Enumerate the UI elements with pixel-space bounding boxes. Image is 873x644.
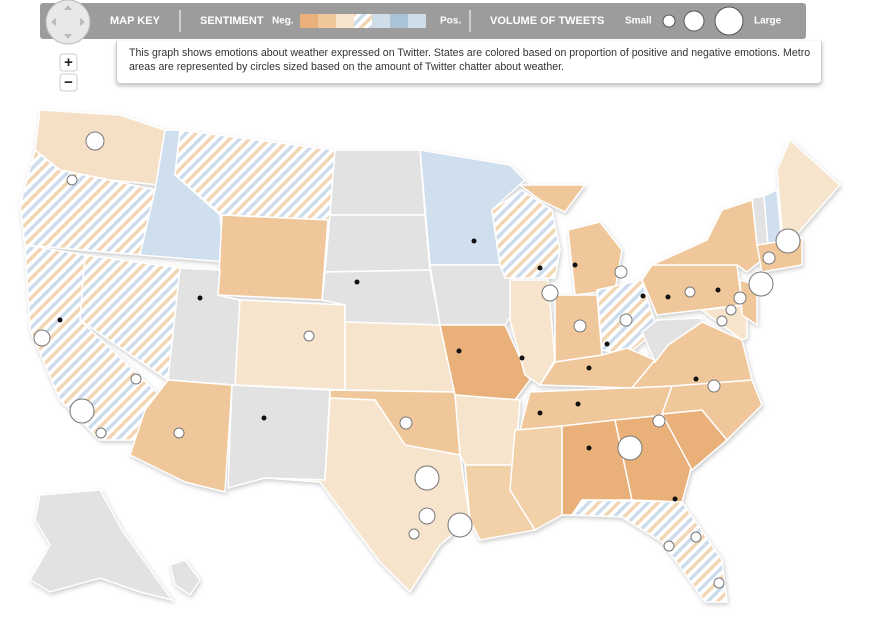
metro-circle[interactable] (408, 528, 420, 540)
state[interactable] (227, 384, 331, 489)
metro-dot[interactable] (572, 262, 578, 268)
metro-circle[interactable] (69, 398, 95, 424)
metro-circle[interactable] (725, 304, 737, 316)
metro-circle[interactable] (775, 228, 801, 254)
metro-dot[interactable] (261, 415, 267, 421)
metro-circle[interactable] (619, 313, 633, 327)
metro-dot[interactable] (693, 376, 699, 382)
state[interactable] (234, 299, 346, 391)
size-small (662, 14, 676, 28)
metro-circle[interactable] (716, 315, 728, 327)
states (19, 109, 842, 603)
metro-circle[interactable] (447, 512, 473, 538)
metro-circle[interactable] (130, 373, 142, 385)
metro-circle[interactable] (707, 379, 721, 393)
metro-circle[interactable] (748, 271, 774, 297)
state[interactable] (570, 499, 728, 603)
zoom-in-label[interactable]: + (64, 54, 73, 71)
state[interactable] (517, 184, 587, 213)
metro-dot[interactable] (537, 410, 543, 416)
large-label: Large (754, 16, 782, 27)
state[interactable] (264, 397, 471, 594)
metro-dot[interactable] (672, 496, 678, 502)
metro-circle[interactable] (95, 427, 107, 439)
metro-circle[interactable] (713, 577, 725, 589)
metro-circle[interactable] (33, 329, 51, 347)
state[interactable] (641, 317, 703, 364)
metro-dot[interactable] (197, 295, 203, 301)
state[interactable] (324, 214, 431, 273)
metro-circle[interactable] (303, 330, 315, 342)
metro-circle[interactable] (66, 174, 78, 186)
metro-dot[interactable] (519, 355, 525, 361)
metro-dot[interactable] (456, 348, 462, 354)
metro-dot[interactable] (665, 294, 671, 300)
metro-circle[interactable] (173, 427, 185, 439)
state[interactable] (509, 425, 563, 532)
state[interactable] (454, 394, 521, 466)
metro-dot[interactable] (471, 238, 477, 244)
metro-circle[interactable] (399, 416, 413, 430)
size-large (714, 6, 744, 36)
description-box: This graph shows emotions about weather … (116, 41, 822, 84)
metro-circle[interactable] (762, 251, 776, 265)
metro-dot[interactable] (604, 341, 610, 347)
state[interactable] (491, 189, 561, 279)
metro-circle[interactable] (663, 540, 675, 552)
metro-circle[interactable] (573, 319, 587, 333)
key-title: MAP KEY (110, 15, 161, 27)
metro-dot[interactable] (575, 401, 581, 407)
zoom-out[interactable] (59, 73, 78, 92)
metro-circle[interactable] (684, 286, 696, 298)
metro-circle[interactable] (690, 531, 702, 543)
description: This graph shows emotions about weather … (129, 47, 811, 73)
metro-dot[interactable] (586, 365, 592, 371)
metro-dot[interactable] (640, 293, 646, 299)
metro-circle[interactable] (418, 507, 436, 525)
state[interactable] (344, 321, 456, 393)
metro-circle[interactable] (733, 291, 747, 305)
size-medium (683, 10, 705, 32)
neg-label: Neg. (272, 16, 294, 27)
metro-circle[interactable] (541, 284, 559, 302)
metro-dot[interactable] (354, 279, 360, 285)
metro-circle[interactable] (652, 414, 666, 428)
state[interactable] (329, 149, 426, 216)
sentiment-label: SENTIMENT (200, 15, 264, 27)
small-label: Small (625, 16, 652, 27)
metro-dots (57, 238, 721, 502)
metro-circle[interactable] (414, 465, 440, 491)
metro-circle[interactable] (614, 265, 628, 279)
state[interactable] (567, 221, 623, 296)
state[interactable] (439, 324, 531, 401)
state[interactable] (217, 214, 329, 301)
pan-control[interactable] (45, 0, 91, 45)
metro-dot[interactable] (715, 287, 721, 293)
state[interactable] (776, 138, 842, 242)
pos-label: Pos. (440, 16, 461, 27)
state[interactable] (651, 199, 763, 273)
sentiment-scale (300, 14, 426, 28)
metro-dot[interactable] (537, 265, 543, 271)
volume-label: VOLUME OF TWEETS (490, 15, 604, 27)
metro-circle[interactable] (617, 435, 643, 461)
metro-markers (33, 131, 801, 589)
metro-dot[interactable] (586, 445, 592, 451)
zoom-out-label[interactable]: − (64, 74, 73, 91)
zoom-in[interactable] (59, 53, 78, 72)
metro-circle[interactable] (85, 131, 105, 151)
state[interactable] (28, 489, 174, 602)
metro-dot[interactable] (57, 317, 63, 323)
state[interactable] (169, 559, 201, 597)
